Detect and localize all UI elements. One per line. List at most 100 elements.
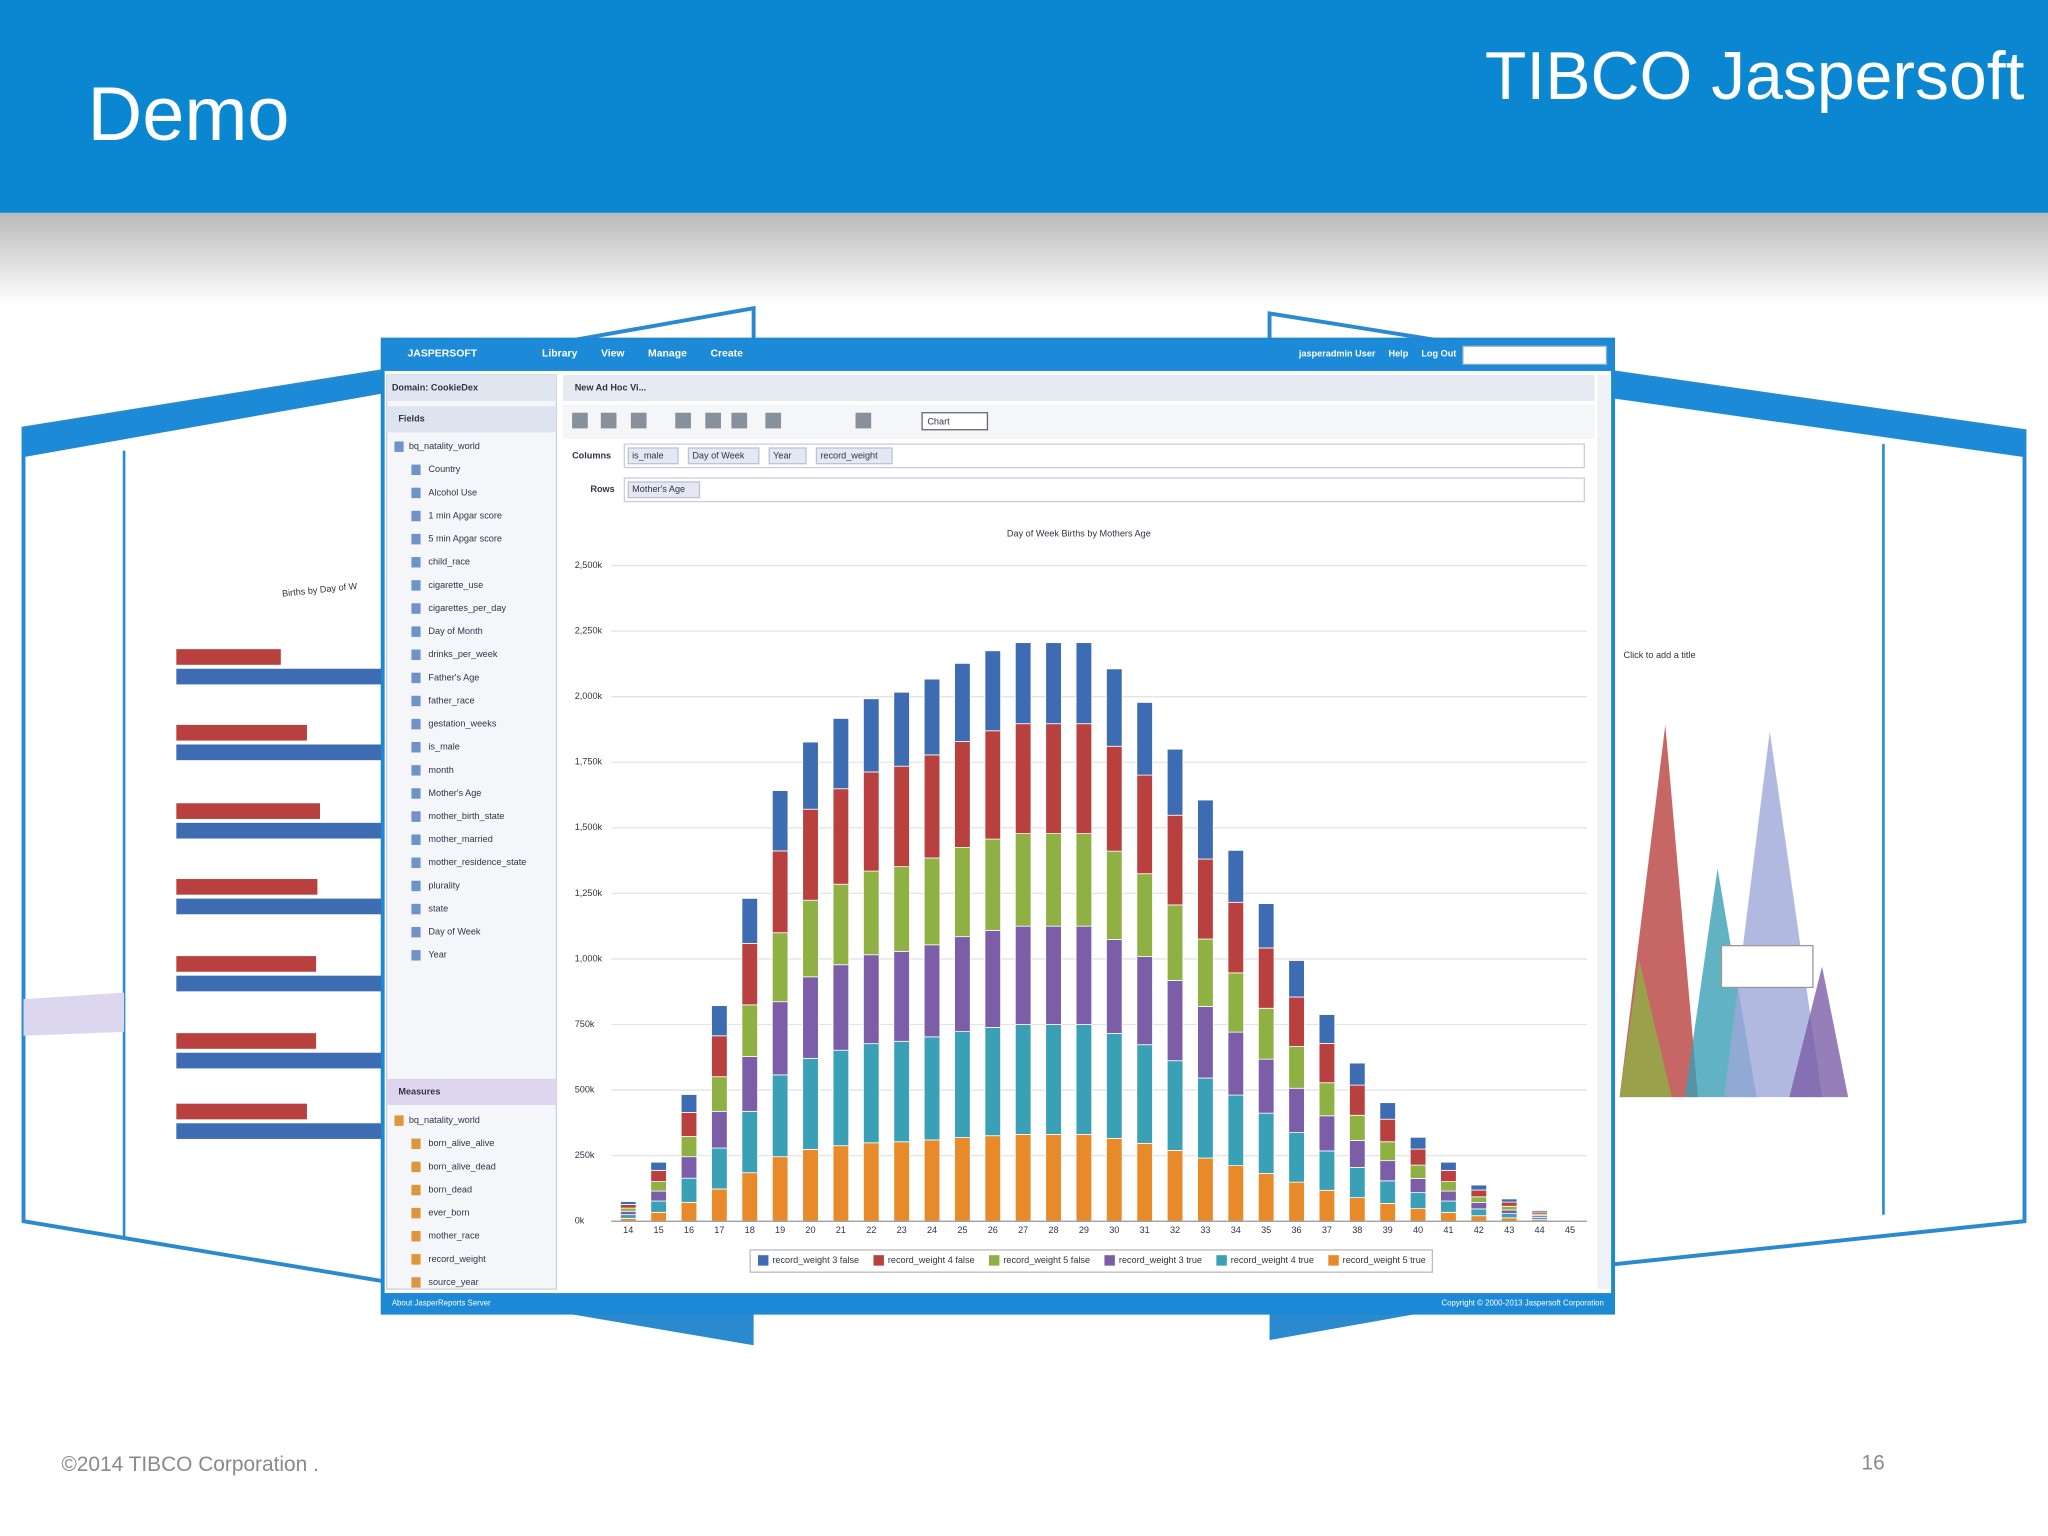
toolbar-icon[interactable] bbox=[705, 412, 721, 429]
field-item[interactable]: plurality bbox=[428, 880, 460, 890]
bar-segment bbox=[620, 1204, 637, 1209]
field-item[interactable]: 5 min Apgar score bbox=[428, 534, 502, 544]
toolbar-icon[interactable] bbox=[572, 412, 588, 429]
bar-segment bbox=[711, 1110, 728, 1149]
legend-label: record_weight 5 true bbox=[1343, 1255, 1426, 1265]
bar-segment bbox=[1075, 642, 1093, 725]
field-item[interactable]: cigarette_use bbox=[428, 580, 483, 590]
field-item[interactable]: mother_married bbox=[428, 834, 492, 844]
toolbar-icon[interactable] bbox=[630, 412, 647, 429]
pill-label[interactable]: record_weight bbox=[820, 450, 878, 460]
bar-segment bbox=[1470, 1189, 1488, 1198]
bar-segment bbox=[1045, 723, 1062, 834]
menu-item[interactable]: Library bbox=[542, 349, 578, 360]
bar-segment bbox=[984, 1027, 1002, 1137]
menu-item[interactable]: Create bbox=[710, 349, 743, 360]
bar-segment bbox=[771, 1156, 789, 1222]
chart-type[interactable]: Chart bbox=[927, 416, 950, 426]
measure-item[interactable]: mother_race bbox=[428, 1231, 479, 1241]
slide-footer: ©2014 TIBCO Corporation . bbox=[61, 1453, 319, 1476]
left-bar bbox=[176, 1033, 317, 1049]
left-bar bbox=[176, 1123, 392, 1139]
bar-segment bbox=[741, 1004, 758, 1057]
field-item[interactable]: mother_birth_state bbox=[428, 811, 504, 821]
back-window bbox=[561, 1312, 754, 1346]
user-link[interactable]: Log Out bbox=[1421, 348, 1456, 358]
field-item[interactable]: cigarettes_per_day bbox=[428, 603, 506, 613]
toolbar-icon[interactable] bbox=[675, 412, 691, 429]
field-icon bbox=[411, 487, 421, 499]
field-item[interactable]: Day of Month bbox=[428, 626, 482, 636]
measure-item[interactable]: record_weight bbox=[428, 1254, 486, 1264]
pill[interactable] bbox=[687, 447, 760, 465]
bar-segment bbox=[923, 1139, 941, 1222]
toolbar-icon[interactable] bbox=[765, 412, 782, 429]
field-item[interactable]: month bbox=[428, 765, 453, 775]
bar-segment bbox=[1136, 956, 1153, 1046]
field-item[interactable]: Country bbox=[428, 464, 460, 474]
bar-segment bbox=[984, 650, 1002, 732]
bar-segment bbox=[1257, 1058, 1275, 1114]
right-area bbox=[1619, 960, 1672, 1098]
user-link[interactable]: jasperadmin User bbox=[1298, 348, 1376, 358]
bar-segment bbox=[620, 1214, 637, 1219]
field-item[interactable]: drinks_per_week bbox=[428, 649, 497, 659]
pill[interactable] bbox=[815, 447, 893, 465]
field-item[interactable]: Day of Week bbox=[428, 927, 481, 937]
bar-segment bbox=[893, 691, 910, 767]
x-tick-label: 22 bbox=[866, 1225, 876, 1235]
chart-type-select[interactable] bbox=[921, 412, 989, 431]
bar-segment bbox=[984, 929, 1002, 1028]
bar-segment bbox=[771, 850, 789, 934]
pill-label[interactable]: is_male bbox=[632, 450, 663, 460]
field-item[interactable]: Father's Age bbox=[428, 672, 479, 682]
measure-item[interactable]: born_alive_dead bbox=[428, 1161, 495, 1171]
pill[interactable] bbox=[768, 447, 807, 465]
field-item[interactable]: father_race bbox=[428, 695, 474, 705]
chart-title: Day of Week Births by Mothers Age bbox=[1007, 529, 1151, 539]
pill-label[interactable]: Mother's Age bbox=[632, 484, 685, 494]
field-item[interactable]: mother_residence_state bbox=[428, 857, 526, 867]
toolbar-icon[interactable] bbox=[855, 412, 872, 429]
measure-item[interactable]: ever_born bbox=[428, 1208, 469, 1218]
field-item[interactable]: child_race bbox=[428, 557, 470, 567]
pill[interactable] bbox=[627, 481, 701, 499]
columns-drop bbox=[623, 443, 1585, 469]
bar-segment bbox=[984, 730, 1002, 840]
measure-item[interactable]: born_dead bbox=[428, 1184, 472, 1194]
bar-segment bbox=[802, 976, 819, 1059]
field-item[interactable]: Year bbox=[428, 950, 446, 960]
user-link[interactable]: Help bbox=[1389, 348, 1409, 358]
pill[interactable] bbox=[627, 447, 679, 465]
menu-item[interactable]: Manage bbox=[648, 349, 687, 360]
field-item[interactable]: state bbox=[428, 903, 448, 913]
pill-label[interactable]: Year bbox=[773, 450, 791, 460]
field-item[interactable]: is_male bbox=[428, 742, 459, 752]
measure-item[interactable]: bq_natality_world bbox=[409, 1115, 480, 1125]
bar-segment bbox=[1045, 833, 1062, 927]
fields-pane bbox=[385, 374, 558, 1290]
field-item[interactable]: Alcohol Use bbox=[428, 487, 477, 497]
x-tick-label: 27 bbox=[1018, 1225, 1028, 1235]
measure-icon bbox=[411, 1207, 421, 1219]
bar-segment bbox=[923, 857, 941, 946]
pill-label[interactable]: Day of Week bbox=[692, 450, 745, 460]
field-item[interactable]: 1 min Apgar score bbox=[428, 510, 502, 520]
field-item[interactable]: bq_natality_world bbox=[409, 441, 480, 451]
bar-segment bbox=[832, 1145, 850, 1222]
search-box[interactable] bbox=[1462, 345, 1608, 366]
field-item[interactable]: gestation_weeks bbox=[428, 719, 496, 729]
field-item[interactable]: Mother's Age bbox=[428, 788, 481, 798]
header-shadow bbox=[0, 212, 2048, 305]
toolbar-icon[interactable] bbox=[600, 412, 617, 429]
x-tick-label: 34 bbox=[1231, 1225, 1241, 1235]
measure-item[interactable]: born_alive_alive bbox=[428, 1138, 494, 1148]
menu-item[interactable]: View bbox=[601, 349, 625, 360]
x-tick-label: 29 bbox=[1079, 1225, 1089, 1235]
x-tick-label: 42 bbox=[1474, 1225, 1484, 1235]
bar-segment bbox=[650, 1211, 667, 1222]
measure-item[interactable]: source_year bbox=[428, 1277, 478, 1287]
toolbar-icon[interactable] bbox=[731, 412, 748, 429]
bar-segment bbox=[1166, 814, 1184, 906]
